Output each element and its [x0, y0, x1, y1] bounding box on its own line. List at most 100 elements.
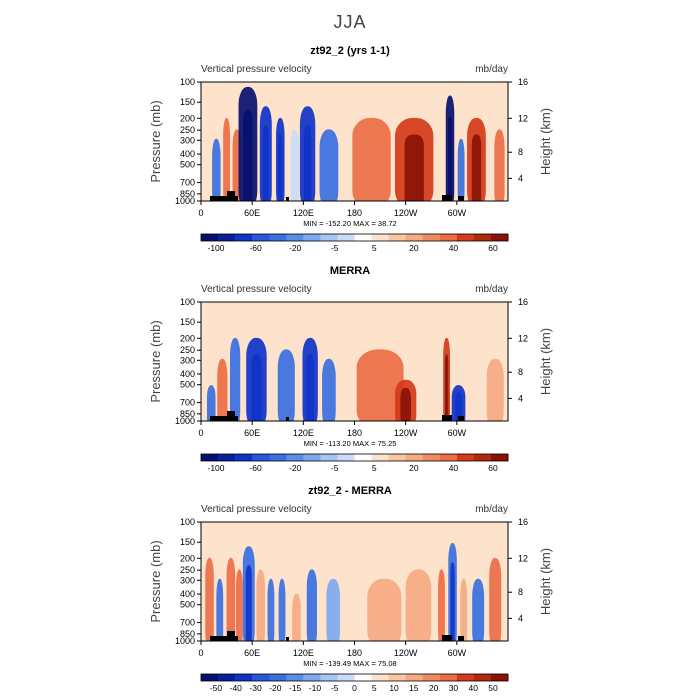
y-right-tick-label: 16: [518, 297, 528, 307]
colorbar-swatch: [422, 454, 441, 461]
heatmap-cell: [205, 557, 214, 641]
heatmap-cell: [235, 569, 243, 641]
topography-mark: [286, 197, 289, 201]
heatmap-cell: [217, 358, 228, 421]
colorbar-swatch: [422, 234, 441, 241]
heatmap-cell: [447, 116, 453, 201]
heatmap-cell: [216, 578, 224, 641]
colorbar-swatch: [337, 674, 355, 681]
heatmap-cell: [405, 569, 432, 641]
y-right-tick-label: 12: [518, 333, 528, 343]
colorbar-label: -5: [331, 463, 339, 473]
colorbar-swatch: [252, 454, 270, 461]
x-tick-label: 120W: [394, 648, 418, 658]
colorbar-swatch: [388, 674, 406, 681]
heatmap-cell: [367, 578, 402, 641]
heatmap-cell: [262, 125, 269, 201]
y-tick-label: 250: [180, 345, 195, 355]
colorbar-label: 5: [372, 463, 377, 473]
y-right-axis-label: Height (km): [538, 328, 553, 395]
heatmap-cell: [278, 134, 283, 201]
y-right-tick-label: 8: [518, 367, 523, 377]
heatmap-cell: [472, 578, 485, 641]
x-tick-label: 120E: [293, 648, 314, 658]
topography-mark: [442, 195, 452, 201]
colorbar-swatch: [235, 234, 253, 241]
colorbar-swatch: [286, 674, 304, 681]
colorbar-label: 0: [352, 683, 357, 693]
heatmap-cell: [460, 578, 468, 641]
y-tick-label: 150: [180, 317, 195, 327]
colorbar-label: -100: [207, 243, 224, 253]
y-tick-label: 850: [180, 189, 195, 199]
colorbar-swatch: [405, 674, 424, 681]
heatmap-cell: [455, 392, 462, 421]
colorbar-swatch: [473, 674, 492, 681]
colorbar-label: 60: [488, 243, 498, 253]
heatmap-cell: [245, 565, 252, 641]
colorbar-swatch: [218, 674, 236, 681]
colorbar-swatch: [371, 234, 389, 241]
x-tick-label: 60W: [448, 208, 467, 218]
heatmap-cell: [212, 138, 221, 201]
y-right-tick-label: 12: [518, 113, 528, 123]
colorbar-swatch: [201, 234, 219, 241]
heatmap-cell: [277, 349, 295, 421]
topography-mark: [458, 196, 464, 201]
heatmap-cell: [319, 129, 339, 201]
heatmap-cell: [303, 125, 312, 201]
chart-subtitle-units: mb/day: [475, 64, 508, 75]
y-tick-label: 850: [180, 629, 195, 639]
colorbar-label: -20: [269, 683, 282, 693]
colorbar-label: 40: [449, 463, 459, 473]
y-axis-label: Pressure (mb): [148, 100, 163, 182]
colorbar-label: -5: [331, 683, 339, 693]
y-tick-label: 850: [180, 409, 195, 419]
y-tick-label: 700: [180, 398, 195, 408]
chart-group: zt92_2 - MERRA Vertical pressure velocity…: [148, 485, 553, 693]
topography-mark: [286, 417, 289, 421]
chart-title: MERRA: [330, 265, 370, 277]
y-tick-label: 200: [180, 553, 195, 563]
heatmap-cell: [226, 557, 236, 641]
colorbar-swatch: [286, 454, 304, 461]
colorbar-label: -15: [289, 683, 302, 693]
y-tick-label: 100: [180, 297, 195, 307]
y-axis-label: Pressure (mb): [148, 320, 163, 402]
heatmap-cell: [278, 578, 286, 641]
colorbar-swatch: [439, 674, 458, 681]
heatmap-cell: [352, 117, 391, 201]
y-tick-label: 300: [180, 135, 195, 145]
y-tick-label: 1000: [175, 196, 195, 206]
chart-subtitle-variable: Vertical pressure velocity: [201, 284, 312, 295]
heatmap-cell: [223, 117, 230, 201]
heatmap-cell: [356, 349, 404, 421]
chart-group: zt92_2 (yrs 1-1) Vertical pressure veloci…: [148, 45, 553, 253]
topography-mark: [227, 631, 235, 641]
x-tick-label: 60W: [448, 648, 467, 658]
stats-text: MIN = -139.49 MAX = 75.08: [303, 659, 396, 668]
heatmap-cell: [251, 354, 262, 421]
colorbar-swatch: [456, 674, 475, 681]
topography-mark: [458, 416, 464, 421]
colorbar-label: -40: [230, 683, 243, 693]
heatmap-cell: [267, 578, 275, 641]
chart-group: MERRA Vertical pressure velocity mb/day 100…: [148, 265, 553, 473]
y-tick-label: 150: [180, 537, 195, 547]
colorbar-swatch: [439, 454, 458, 461]
colorbar-swatch: [252, 234, 270, 241]
topography-mark: [227, 411, 235, 421]
colorbar-label: -60: [249, 463, 262, 473]
y-tick-label: 100: [180, 517, 195, 527]
heatmap-cell: [326, 578, 341, 641]
topography-mark: [210, 636, 238, 641]
topography-mark: [210, 416, 238, 421]
topography-mark: [442, 635, 452, 641]
x-tick-label: 180: [347, 428, 362, 438]
colorbar-label: 40: [449, 243, 459, 253]
colorbar-swatch: [201, 674, 219, 681]
page-title: JJA: [333, 12, 367, 32]
colorbar-label: 5: [372, 243, 377, 253]
colorbar-swatch: [354, 674, 372, 681]
